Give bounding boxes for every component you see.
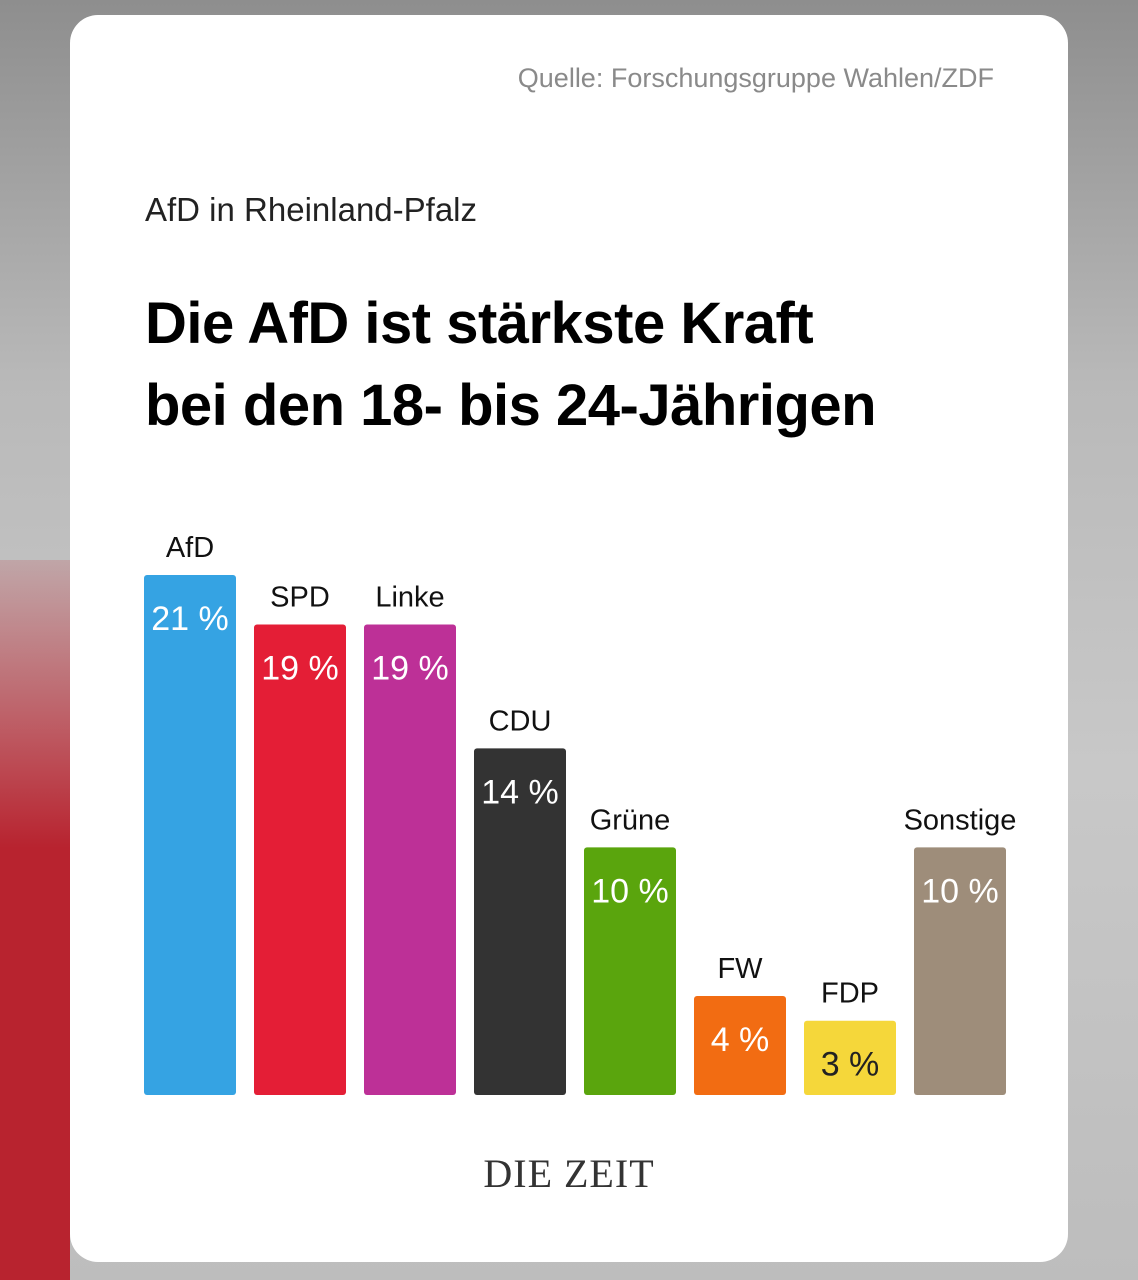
bar: [694, 995, 786, 1095]
value-label: 10 %: [921, 872, 999, 910]
category-label: Linke: [375, 582, 444, 614]
bar: [584, 847, 676, 1095]
category-label: Grüne: [590, 804, 671, 836]
chart-title: Die AfD ist stärkste Kraft bei den 18- b…: [145, 291, 877, 438]
subtitle: AfD in Rheinland-Pfalz: [145, 191, 477, 228]
category-label: AfD: [166, 532, 214, 564]
card: Quelle: Forschungsgruppe Wahlen/ZDF AfD …: [70, 15, 1068, 1262]
bar: [474, 748, 566, 1095]
value-label: 10 %: [591, 872, 669, 910]
value-label: 14 %: [481, 773, 559, 811]
bar: [254, 624, 346, 1095]
bar: [364, 624, 456, 1095]
backdrop: [0, 560, 70, 1280]
category-label: CDU: [489, 705, 552, 737]
bar: [914, 847, 1006, 1095]
bar: [804, 1020, 896, 1095]
value-label: 3 %: [821, 1046, 880, 1084]
category-label: FW: [717, 953, 763, 985]
category-label: FDP: [821, 978, 879, 1010]
value-label: 19 %: [261, 650, 339, 688]
chart: AfD 21 % SPD 19 % Linke 19 % CDU 14 % Grüne 10 % F…: [144, 532, 1017, 1095]
category-label: SPD: [270, 582, 330, 614]
value-label: 21 %: [151, 600, 229, 638]
category-label: Sonstige: [904, 804, 1017, 836]
bar: [144, 575, 236, 1095]
value-label: 4 %: [711, 1021, 770, 1059]
logo: DIE ZEIT: [483, 1151, 655, 1196]
source: Quelle: Forschungsgruppe Wahlen/ZDF: [517, 63, 994, 93]
value-label: 19 %: [371, 650, 449, 688]
